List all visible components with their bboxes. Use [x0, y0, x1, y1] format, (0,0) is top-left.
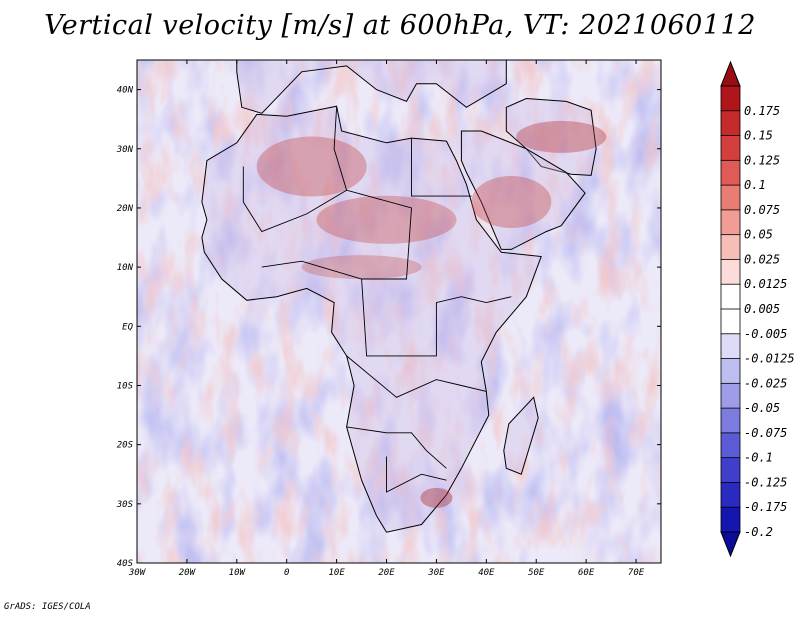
lon-tick-label: 40E — [478, 568, 495, 578]
colorbar-segment — [720, 209, 741, 236]
europe-outline — [236, 60, 507, 114]
velocity-field — [137, 60, 661, 563]
colorbar-segment — [720, 333, 741, 360]
colorbar-segment — [720, 482, 741, 509]
africa-outline — [201, 105, 542, 533]
country-border — [411, 138, 472, 197]
colorbar-segment — [720, 184, 741, 211]
lat-tick-label: EQ — [122, 322, 133, 332]
lat-tick-label: 10S — [117, 381, 134, 391]
lon-tick-label: 20W — [179, 568, 197, 578]
lat-tick-label: 10N — [117, 263, 134, 273]
colorbar-min-arrow — [720, 531, 741, 558]
colorbar-label: -0.125 — [744, 475, 787, 489]
updraft-region — [316, 195, 457, 244]
colorbar-segment — [720, 234, 741, 261]
colorbar-label: 0.1 — [744, 178, 766, 192]
colorbar-label: 0.005 — [744, 302, 780, 316]
lon-tick-label: 20E — [378, 568, 395, 578]
country-border — [361, 278, 512, 357]
latitude-axis: 40N 30N 20N 10N EQ 10S 20S 30S 40S — [116, 86, 661, 569]
arabia-outline — [460, 130, 586, 250]
updraft-region — [420, 487, 453, 508]
colorbar-label: 0.0125 — [744, 277, 787, 291]
colorbar-segment — [720, 407, 741, 434]
african-continent — [201, 60, 607, 533]
updraft-region — [471, 176, 552, 228]
colorbar-max-arrow — [720, 60, 741, 87]
country-border — [242, 166, 412, 280]
lon-tick-label: 0 — [284, 568, 289, 578]
colorbar-segment — [720, 382, 741, 409]
updraft-region — [301, 255, 422, 280]
lon-tick-label: 10W — [229, 568, 247, 578]
colorbar-label: 0.05 — [744, 228, 773, 242]
colorbar-segment — [720, 110, 741, 137]
lon-tick-label: 70E — [628, 568, 645, 578]
grads-credit: GrADS: IGES/COLA — [4, 602, 91, 612]
colorbar-label: 0.15 — [744, 129, 773, 143]
colorbar-segment — [720, 283, 741, 310]
colorbar-label: -0.005 — [744, 327, 787, 341]
lon-tick-label: 60E — [578, 568, 595, 578]
colorbar-segment — [720, 358, 741, 385]
country-border — [333, 107, 348, 191]
lon-tick-label: 10E — [328, 568, 345, 578]
page-title: Vertical velocity [m/s] at 600hPa, VT: 2… — [44, 10, 756, 41]
lon-tick-label: 30W — [128, 568, 147, 578]
colorbar-label: -0.2 — [744, 525, 773, 539]
colorbar-segment — [720, 135, 741, 162]
colorbar-segment — [720, 506, 741, 533]
madagascar-outline — [503, 396, 539, 475]
country-border — [386, 456, 447, 493]
lat-tick-label: 30N — [116, 145, 134, 155]
colorbar-label: 0.125 — [744, 153, 780, 167]
colorbar-segment — [720, 159, 741, 186]
colorbar-label: 0.175 — [744, 104, 780, 118]
lat-tick-label: 20S — [117, 441, 134, 451]
colorbar-segment — [720, 457, 741, 484]
colorbar-label: -0.075 — [744, 426, 787, 440]
colorbar: 0.175 0.15 0.125 0.1 0.075 0.05 0.025 0.0125 0.0… — [720, 60, 795, 558]
colorbar-label: -0.1 — [744, 451, 773, 465]
colorbar-label: -0.0125 — [744, 352, 795, 366]
lat-tick-label: 40N — [117, 86, 134, 96]
colorbar-label: -0.05 — [744, 401, 780, 415]
lon-tick-label: 50E — [528, 568, 545, 578]
colorbar-segment — [720, 85, 741, 112]
map-frame — [136, 59, 662, 564]
country-border — [346, 426, 447, 469]
country-border — [346, 355, 487, 398]
colorbar-label: 0.075 — [744, 203, 780, 217]
colorbar-label: -0.025 — [744, 376, 787, 390]
updraft-region — [516, 120, 607, 153]
updraft-region — [256, 136, 367, 197]
colorbar-label: -0.175 — [744, 500, 787, 514]
colorbar-label: 0.025 — [744, 252, 780, 266]
colorbar-segment — [720, 308, 741, 335]
colorbar-segment — [720, 259, 741, 286]
longitude-axis: 30W 20W 10W 0 10E 20E 30E 40E 50E 60E 70E — [128, 60, 645, 578]
lon-tick-label: 30E — [427, 568, 445, 578]
lat-tick-label: 40S — [117, 559, 134, 569]
lat-tick-label: 30S — [116, 500, 134, 510]
colorbar-segment — [720, 432, 741, 459]
lat-tick-label: 20N — [117, 204, 134, 214]
iran-outline — [505, 97, 597, 176]
